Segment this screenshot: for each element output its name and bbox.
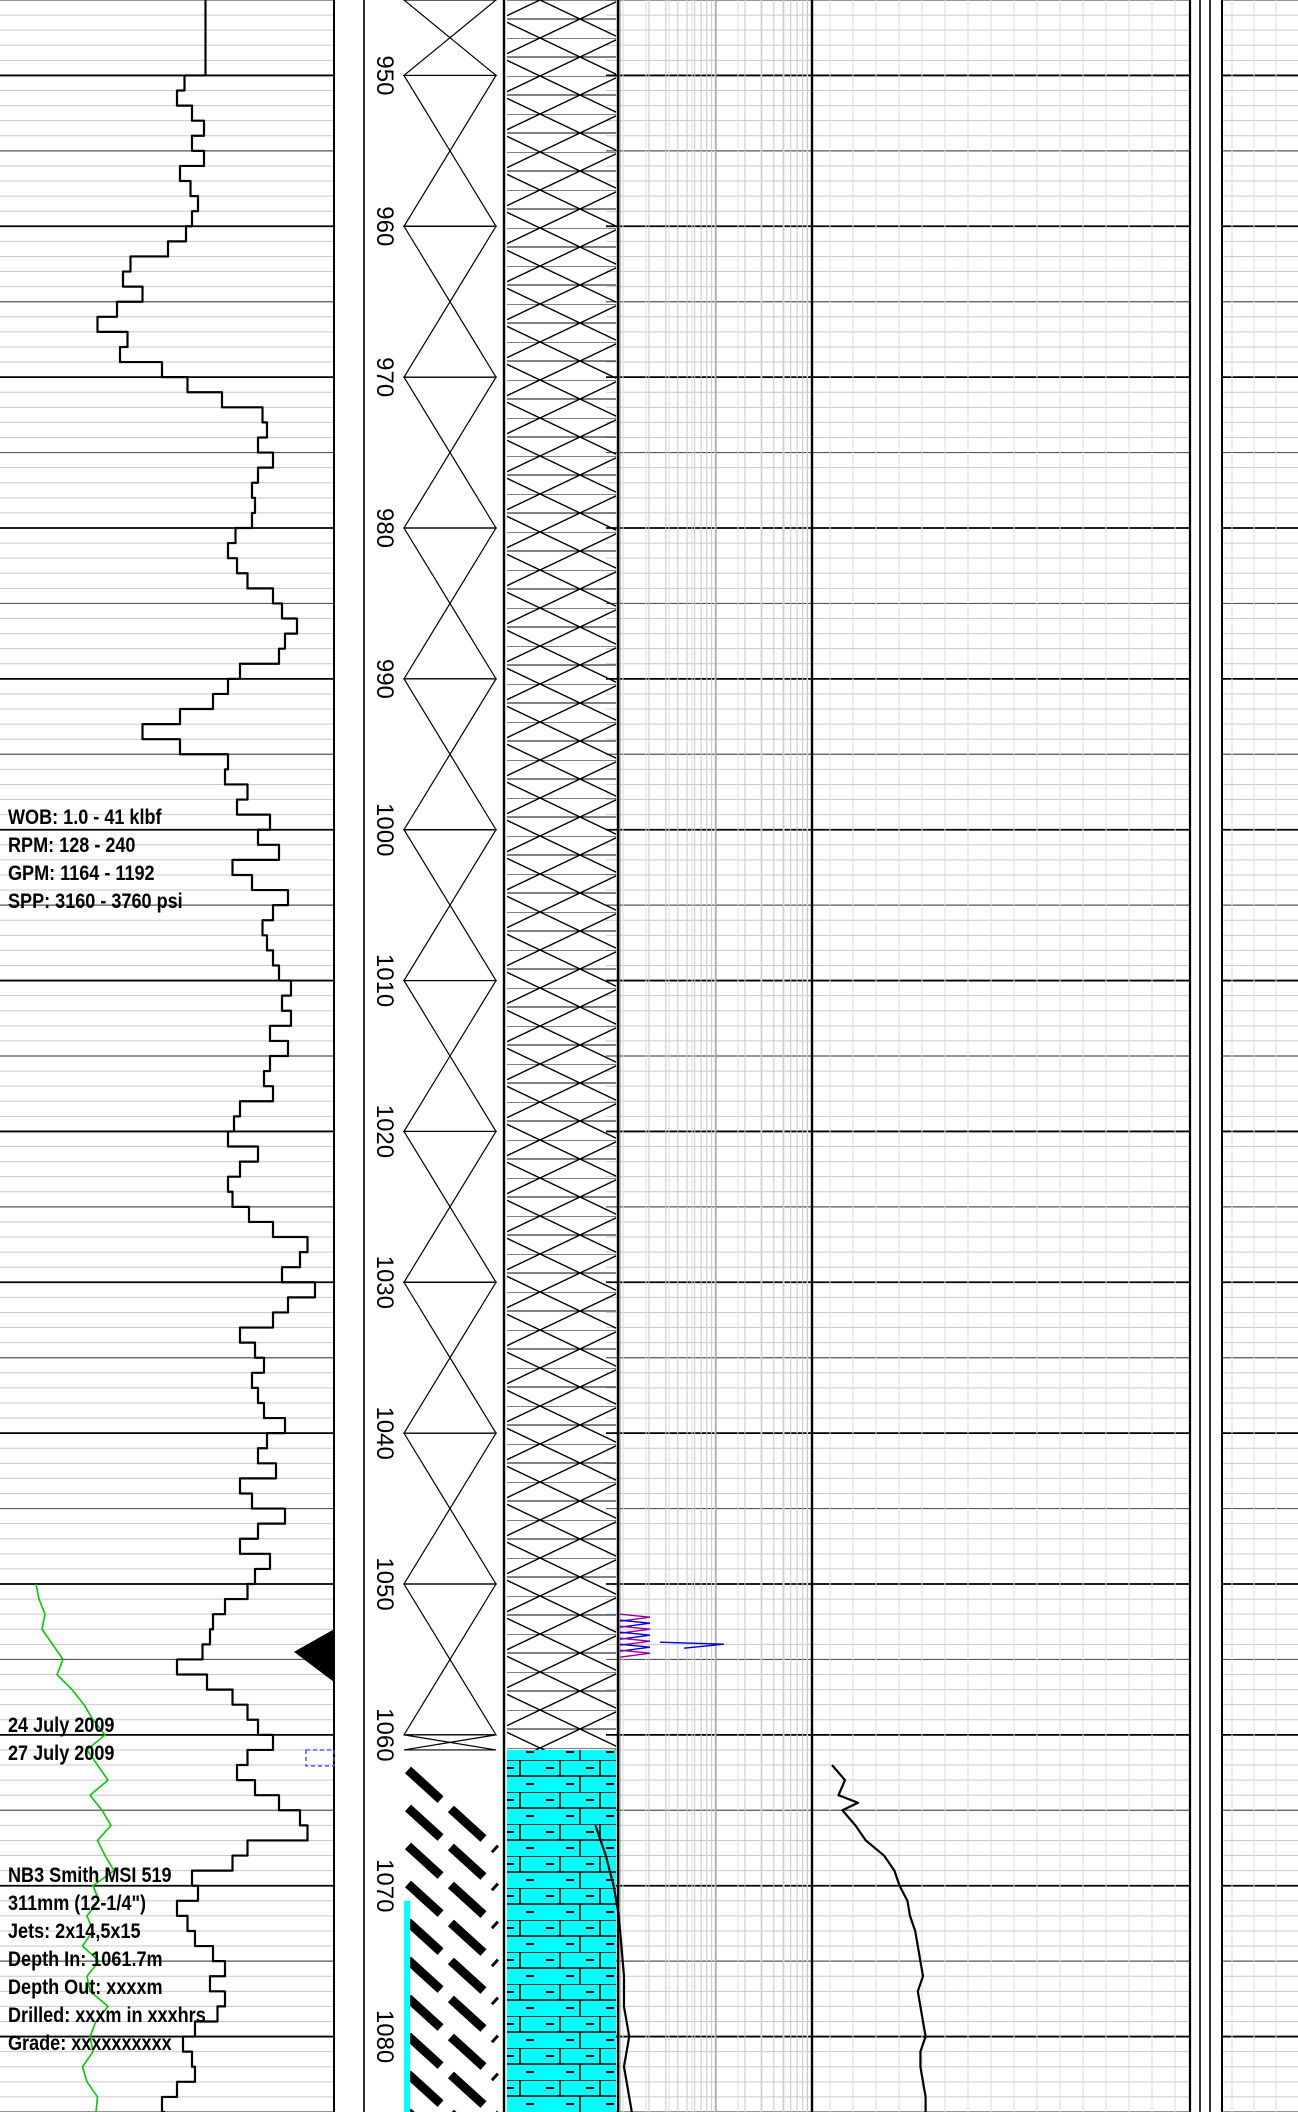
bit-depth-out: Depth Out: xxxxm — [8, 1976, 163, 1999]
core-triangle — [402, 376, 498, 454]
core-triangle — [402, 300, 498, 378]
core-triangle — [403, 0, 497, 39]
core-triangle — [402, 1356, 498, 1434]
core-triangle — [402, 1658, 498, 1736]
lithology-interval — [507, 0, 616, 1750]
gas-peak — [659, 1641, 725, 1649]
core-triangle — [403, 1734, 497, 1744]
core-triangle — [402, 979, 498, 1058]
gas-peak — [619, 1619, 651, 1628]
fracture-mark — [404, 2032, 499, 2112]
marker-box — [305, 1749, 335, 1767]
depth-tick-label: 960 — [371, 206, 398, 246]
param-wob: WOB: 1.0 - 41 klbf — [8, 806, 162, 829]
depth-tick-label: 1020 — [371, 1105, 398, 1158]
fracture-mark — [404, 1880, 500, 1968]
core-triangle — [402, 36, 498, 77]
series-line — [594, 1825, 633, 2112]
depth-tick-label: 1010 — [371, 954, 398, 1007]
bit-grade: Grade: xxxxxxxxxx — [8, 2032, 172, 2055]
core-triangle — [402, 829, 498, 907]
bit-size: 311mm (12-1/4") — [8, 1892, 147, 1915]
core-triangle — [402, 225, 498, 303]
core-triangle — [402, 1583, 498, 1661]
core-triangle — [402, 74, 498, 153]
bit-run-flag — [294, 1629, 334, 1683]
fracture-mark — [404, 1918, 500, 2006]
core-triangle — [402, 1205, 498, 1283]
series-line — [831, 1764, 927, 2112]
depth-tick-label: 970 — [371, 357, 398, 397]
gas-peak — [619, 1631, 651, 1640]
core-triangle — [402, 753, 498, 831]
depth-tick-label: 1000 — [371, 803, 398, 856]
bit-depth-in: Depth In: 1061.7m — [8, 1948, 163, 1971]
depth-tick-label: 950 — [371, 55, 398, 95]
depth-tick-label: 1070 — [371, 1859, 398, 1912]
param-spp: SPP: 3160 - 3760 psi — [8, 890, 183, 913]
bit-drilled: Drilled: xxxm in xxxhrs — [8, 2004, 206, 2027]
gas-peak — [619, 1613, 651, 1622]
bit-jets: Jets: 2x14,5x15 — [8, 1920, 141, 1943]
depth-tick-label: 1080 — [371, 2010, 398, 2063]
depth-track: 950 960 970 980 990 1000 1010 1020 1030 1040 1050 1… — [371, 0, 500, 2112]
core-triangle — [402, 1432, 498, 1510]
depth-tick-label: 980 — [371, 508, 398, 548]
markers — [294, 1613, 725, 1767]
fracture-mark — [404, 1956, 500, 2044]
core-triangle — [402, 1054, 498, 1133]
core-triangle — [402, 678, 498, 756]
gas-peak — [619, 1637, 651, 1646]
core-triangle — [402, 1507, 498, 1585]
series-line — [96, 0, 317, 2112]
depth-tick-label: 1040 — [371, 1406, 398, 1459]
core-triangle — [402, 451, 498, 529]
depth-tick-label: 1060 — [371, 1708, 398, 1761]
lithology-interval — [507, 1749, 616, 2112]
date-start: 24 July 2009 — [8, 1714, 115, 1737]
core-triangle — [402, 1130, 498, 1209]
fracture-mark — [404, 1804, 500, 1892]
fracture-mark — [404, 1766, 500, 1854]
core-triangle — [402, 1281, 498, 1359]
date-end: 27 July 2009 — [8, 1742, 115, 1765]
param-rpm: RPM: 128 - 240 — [8, 834, 136, 857]
gas-peak — [619, 1649, 651, 1658]
bit-name: NB3 Smith MSI 519 — [8, 1864, 172, 1887]
bit-info: NB3 Smith MSI 519 311mm (12-1/4") Jets: … — [8, 1862, 206, 2058]
depth-tick-label: 1050 — [371, 1557, 398, 1610]
depth-tick-label: 1030 — [371, 1256, 398, 1309]
depth-tick-label: 990 — [371, 659, 398, 699]
date-notes: 24 July 2009 27 July 2009 — [8, 1712, 114, 1768]
drilling-parameters: WOB: 1.0 - 41 klbf RPM: 128 - 240 GPM: 1… — [8, 804, 183, 916]
gas-peak — [619, 1625, 651, 1634]
core-triangle — [402, 602, 498, 680]
core-triangle — [403, 1741, 497, 1751]
core-triangle — [402, 903, 498, 982]
curves — [35, 0, 927, 2112]
core-triangle — [402, 527, 498, 605]
series-line — [35, 1583, 115, 2112]
lithology-column — [507, 0, 616, 2112]
gas-peak — [619, 1643, 651, 1652]
core-triangle — [402, 149, 498, 227]
fracture-mark — [404, 2070, 457, 2112]
fracture-mark — [404, 1994, 500, 2082]
fracture-mark — [404, 1842, 500, 1930]
cuttings-bar — [404, 1900, 410, 2112]
param-gpm: GPM: 1164 - 1192 — [8, 862, 155, 885]
